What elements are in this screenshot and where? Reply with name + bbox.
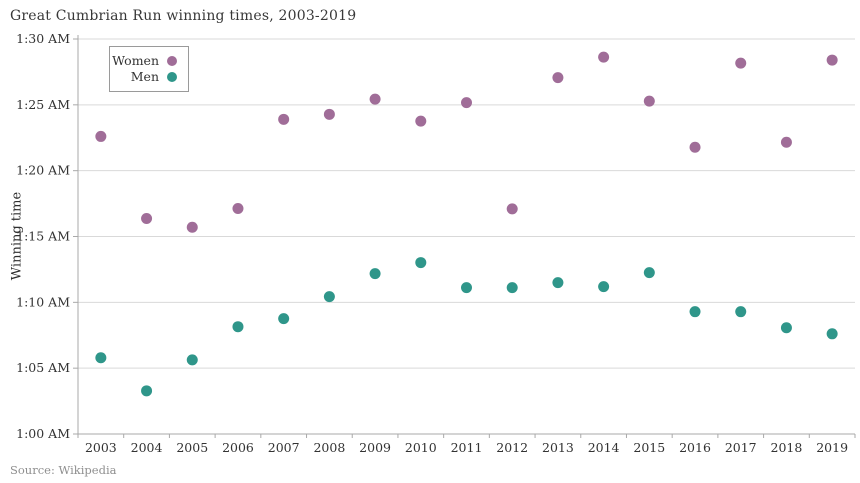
data-point-men-2006 <box>232 321 244 333</box>
legend-box: Women Men <box>109 46 189 92</box>
data-point-women-2004 <box>141 212 153 224</box>
data-point-women-2011 <box>461 97 472 109</box>
x-tick-label: 2013 <box>542 440 574 455</box>
x-tick-label: 2015 <box>633 440 665 455</box>
x-tick-label: 2014 <box>588 440 620 455</box>
data-point-men-2015 <box>643 267 655 279</box>
y-tick-label: 1:20 AM <box>16 163 70 178</box>
data-point-men-2008 <box>323 291 335 303</box>
data-point-men-2011 <box>461 282 472 294</box>
y-tick-label: 1:10 AM <box>16 294 70 309</box>
x-tick-label: 2018 <box>771 440 803 455</box>
y-tick-label: 1:30 AM <box>16 31 70 46</box>
x-tick-label: 2009 <box>359 440 391 455</box>
data-point-men-2018 <box>780 322 792 334</box>
data-point-men-2012 <box>506 282 518 294</box>
data-point-women-2006 <box>232 202 244 214</box>
x-tick-label: 2016 <box>679 440 711 455</box>
data-point-men-2004 <box>141 385 153 397</box>
legend-item-men: Men <box>110 69 177 84</box>
data-point-men-2019 <box>826 328 838 340</box>
men-series-dot-icon <box>167 72 177 83</box>
x-tick-label: 2010 <box>405 440 437 455</box>
data-point-men-2007 <box>278 313 290 325</box>
x-tick-label: 2019 <box>816 440 848 455</box>
y-tick-label: 1:05 AM <box>16 360 70 375</box>
data-point-men-2003 <box>95 352 107 364</box>
x-tick-label: 2004 <box>131 440 163 455</box>
data-point-women-2003 <box>95 130 107 142</box>
x-tick-label: 2005 <box>176 440 208 455</box>
data-point-men-2005 <box>186 354 198 366</box>
legend-label-men: Men <box>130 69 159 84</box>
data-point-men-2009 <box>369 268 381 280</box>
data-point-men-2014 <box>598 281 610 293</box>
legend-label-women: Women <box>112 52 159 68</box>
x-tick-label: 2003 <box>85 440 117 455</box>
data-point-men-2017 <box>735 306 747 318</box>
y-tick-label: 1:25 AM <box>16 97 70 112</box>
y-tick-label: 1:15 AM <box>16 229 70 244</box>
data-point-women-2010 <box>415 115 427 127</box>
data-point-women-2013 <box>552 72 564 84</box>
y-tick-label: 1:00 AM <box>16 426 70 441</box>
data-point-men-2013 <box>552 277 564 289</box>
x-tick-label: 2006 <box>222 440 254 455</box>
data-point-women-2005 <box>186 221 198 233</box>
data-point-women-2016 <box>689 141 701 153</box>
data-point-women-2009 <box>369 93 381 105</box>
data-point-women-2007 <box>278 113 290 125</box>
data-point-women-2017 <box>735 57 747 69</box>
data-point-men-2010 <box>415 257 427 269</box>
data-point-women-2014 <box>598 51 610 63</box>
x-tick-label: 2007 <box>268 440 300 455</box>
data-point-women-2018 <box>780 136 792 148</box>
chart-title: Great Cumbrian Run winning times, 2003-2… <box>10 8 357 24</box>
women-series-dot-icon <box>167 55 177 66</box>
x-tick-label: 2008 <box>313 440 345 455</box>
x-tick-label: 2011 <box>451 440 483 455</box>
source-note: Source: Wikipedia <box>10 463 117 477</box>
data-point-men-2016 <box>689 306 701 318</box>
legend-item-women: Women <box>110 52 177 68</box>
data-point-women-2019 <box>826 54 838 66</box>
data-point-women-2015 <box>643 95 655 107</box>
x-tick-label: 2017 <box>725 440 757 455</box>
data-point-women-2012 <box>506 203 518 215</box>
data-point-women-2008 <box>323 108 335 120</box>
x-tick-label: 2012 <box>496 440 528 455</box>
